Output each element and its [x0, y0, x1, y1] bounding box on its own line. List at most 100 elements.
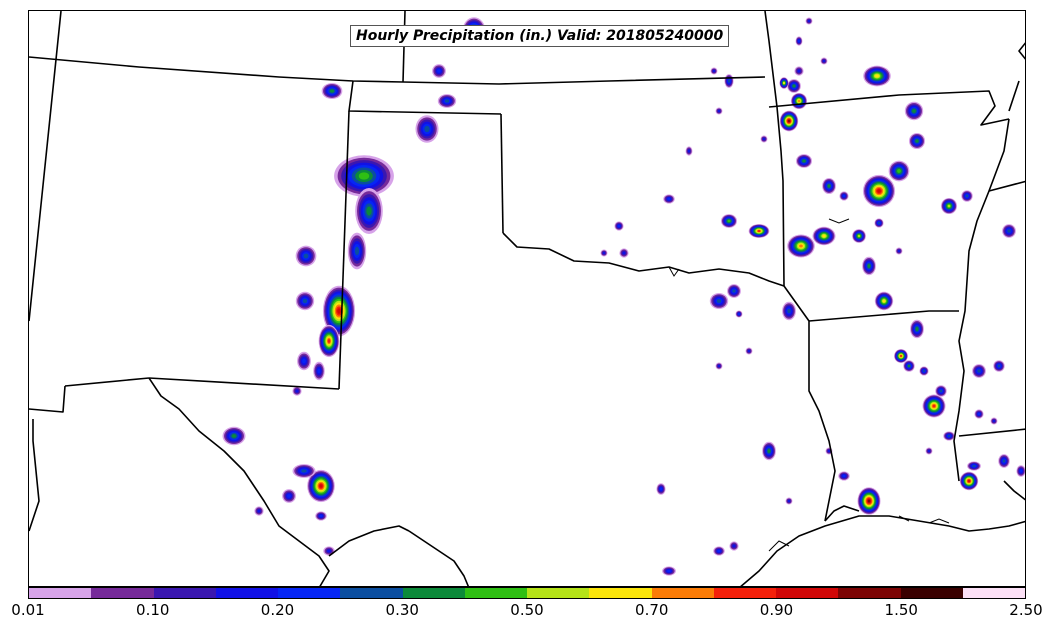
precipitation-cell	[874, 218, 884, 228]
precipitation-cell	[762, 441, 776, 461]
precipitation-cell	[787, 79, 801, 93]
precipitation-cell	[935, 385, 947, 397]
precipitation-cell	[709, 292, 729, 310]
precipitation-cell	[710, 67, 718, 75]
precipitation-cell	[724, 74, 734, 88]
missouri-east	[1008, 80, 1020, 112]
precipitation-cell	[663, 194, 675, 204]
precipitation-cell	[685, 146, 693, 156]
precipitation-cell	[863, 65, 891, 87]
precipitation-cell	[727, 284, 741, 298]
red-river	[502, 232, 785, 287]
precipitation-cell	[838, 471, 850, 481]
precipitation-cell	[614, 221, 624, 231]
precipitation-cell	[857, 487, 881, 515]
precipitation-cell	[779, 77, 789, 89]
tennessee-border	[988, 180, 1025, 192]
oklahoma-panhandle-north	[348, 80, 502, 115]
precipitation-cell	[998, 454, 1010, 468]
lake-lobe	[828, 218, 850, 224]
precipitation-cell	[715, 107, 723, 115]
colorbar-tick-labels: 0.01 0.10 0.20 0.30 0.50 0.70 0.90 1.50 2.50	[0, 601, 1054, 625]
precipitation-cell	[904, 101, 924, 121]
colorbar-tick-label: 1.50	[884, 601, 918, 619]
precipitation-cell	[874, 291, 894, 311]
precipitation-cell	[295, 291, 315, 311]
precipitation-cell	[715, 362, 723, 370]
colorbar-segment	[776, 588, 839, 598]
gulf-coast	[740, 515, 1025, 586]
precipitation-colorbar	[28, 587, 1026, 599]
precipitation-cell	[825, 447, 833, 455]
precipitation-cell	[894, 349, 908, 363]
precipitation-cell	[297, 351, 311, 371]
precipitation-cell	[919, 366, 929, 376]
precipitation-cell	[922, 394, 946, 418]
colorado-southern-border	[29, 56, 766, 85]
big-bend-region	[328, 525, 410, 557]
bay-outline	[768, 540, 790, 552]
texas-east-border	[783, 285, 836, 522]
precipitation-cell	[787, 234, 815, 258]
precipitation-cell	[967, 461, 981, 471]
colorbar-tick-label: 0.10	[136, 601, 170, 619]
colorbar-segment	[278, 588, 341, 598]
colorbar-tick-label: 0.70	[635, 601, 669, 619]
precipitation-cell	[745, 347, 753, 355]
precipitation-cell	[321, 82, 343, 100]
precipitation-map: Hourly Precipitation (in.) Valid: 201805…	[28, 10, 1026, 587]
precipitation-cell	[619, 248, 629, 258]
colorbar-segment	[589, 588, 652, 598]
louisiana-coast-detail	[824, 505, 860, 522]
precipitation-cell	[790, 92, 808, 110]
precipitation-cell	[990, 417, 998, 425]
colorbar-tick-label: 0.20	[260, 601, 295, 619]
precipitation-cell	[895, 247, 903, 255]
lake-texoma	[668, 266, 680, 277]
precipitation-cell	[729, 541, 739, 551]
precipitation-cell	[307, 469, 335, 503]
precipitation-cell	[720, 214, 738, 228]
colorbar-segment	[153, 588, 216, 598]
precipitation-cell	[600, 249, 608, 257]
precipitation-cell	[993, 360, 1005, 372]
precipitation-cell	[795, 154, 813, 168]
precipitation-cell	[795, 36, 803, 46]
oklahoma-east-border	[764, 11, 785, 287]
coast-islands	[898, 515, 950, 524]
precipitation-cell	[943, 431, 955, 441]
colorbar-segment	[838, 588, 901, 598]
colorbar-segment	[340, 588, 403, 598]
colorbar-segment	[464, 588, 527, 598]
precipitation-cell	[292, 464, 316, 478]
precipitation-cell	[656, 483, 666, 495]
missouri-arkansas-border	[768, 90, 1010, 126]
florida-panhandle	[1003, 480, 1025, 501]
precipitation-cell	[322, 285, 356, 337]
alabama-border	[1018, 42, 1025, 60]
colorbar-segment	[527, 588, 590, 598]
precipitation-cell	[735, 310, 743, 318]
precipitation-cell	[760, 135, 768, 143]
precipitation-cell	[910, 319, 924, 339]
precipitation-cell	[313, 361, 325, 381]
map-title: Hourly Precipitation (in.) Valid: 201805…	[350, 25, 730, 47]
precipitation-cell	[713, 546, 725, 556]
precipitation-cell	[903, 360, 915, 372]
precipitation-cells	[222, 17, 1025, 576]
nm-bootheel	[64, 377, 150, 387]
colorbar-segment	[900, 588, 963, 598]
precipitation-cell	[779, 110, 799, 132]
precipitation-cell	[437, 94, 457, 108]
nm-tx-border	[338, 110, 350, 390]
precipitation-cell	[323, 546, 335, 556]
precipitation-cell	[805, 17, 813, 25]
mississippi-alabama-border	[958, 428, 1025, 437]
colorbar-segment	[651, 588, 714, 598]
precipitation-cell	[852, 229, 866, 243]
precipitation-cell	[820, 57, 828, 65]
wyoming-border	[29, 11, 62, 322]
precipitation-cell	[940, 197, 958, 215]
precipitation-cell	[839, 191, 849, 201]
precipitation-cell	[862, 174, 896, 208]
